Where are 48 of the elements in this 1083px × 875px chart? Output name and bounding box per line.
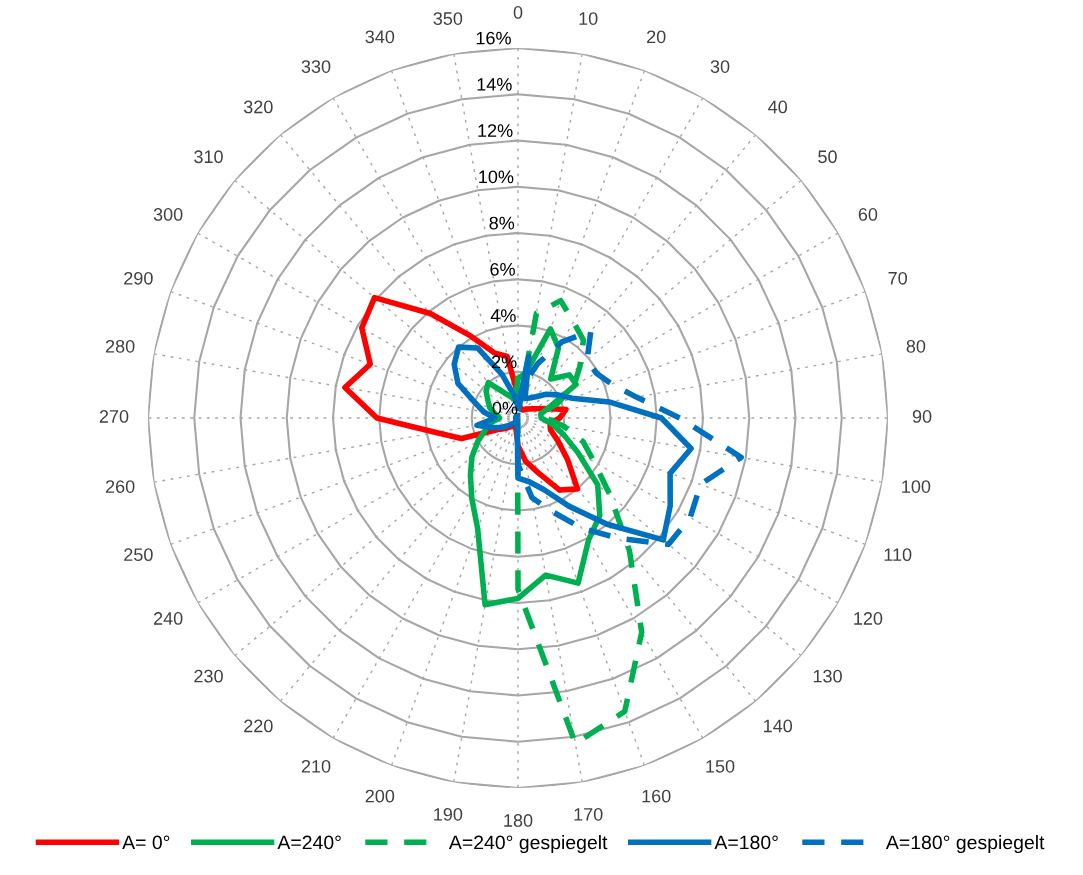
spoke-label: 210 xyxy=(301,759,331,773)
y-tick-label: 6% xyxy=(490,262,515,276)
spoke-label: 140 xyxy=(764,719,793,733)
spoke-label: 160 xyxy=(642,789,671,803)
spoke-label: 270 xyxy=(99,410,129,423)
spoke-label: 40 xyxy=(768,100,788,114)
spoke-label: 280 xyxy=(105,339,135,353)
spoke-label: 320 xyxy=(243,100,273,114)
y-tick-label: 14% xyxy=(477,78,512,91)
spoke-label: 90 xyxy=(912,410,932,423)
spoke-label: 310 xyxy=(194,150,223,164)
spoke-label: 220 xyxy=(244,719,273,733)
legend-label: A= 0° xyxy=(122,835,170,850)
spoke-label: 100 xyxy=(902,480,931,494)
spoke-label: 330 xyxy=(301,60,331,73)
spoke-label: 190 xyxy=(434,807,463,821)
spoke-label: 70 xyxy=(888,271,907,285)
spoke-label: 120 xyxy=(854,612,883,625)
spoke-label: 350 xyxy=(433,12,463,25)
spoke-label: 60 xyxy=(858,208,878,221)
y-tick-label: 8% xyxy=(489,216,515,230)
legend-label: A=180° xyxy=(714,835,778,850)
spoke-label: 180 xyxy=(504,814,533,827)
y-tick-label: 12% xyxy=(478,124,513,137)
spoke-label: 200 xyxy=(365,789,395,803)
spoke-label: 80 xyxy=(906,339,926,353)
legend-label: A=180° gespiegelt xyxy=(885,835,1045,854)
y-tick-label: 4% xyxy=(490,309,516,322)
spoke-label: 150 xyxy=(706,759,735,773)
spoke-label: 10 xyxy=(579,12,598,25)
spoke-label: 170 xyxy=(574,807,603,821)
spoke-label: 20 xyxy=(647,30,666,44)
spoke-label: 130 xyxy=(813,669,842,683)
legend-label: A=240° xyxy=(277,835,341,850)
spoke-label: 0 xyxy=(513,6,523,19)
y-tick-label: 10% xyxy=(479,170,514,184)
spoke-label: 340 xyxy=(365,30,395,44)
spoke-label: 230 xyxy=(194,669,223,683)
spoke-label: 50 xyxy=(818,150,837,164)
spoke-label: 30 xyxy=(710,60,730,73)
legend-label: A=240° gespiegelt xyxy=(448,835,608,854)
spoke-label: 240 xyxy=(153,612,183,625)
spoke-label: 110 xyxy=(884,548,912,562)
spoke-label: 260 xyxy=(105,480,135,494)
y-tick-label: 16% xyxy=(476,31,511,45)
spoke-label: 300 xyxy=(153,208,183,221)
spoke-label: 250 xyxy=(124,548,153,562)
spoke-label: 290 xyxy=(124,271,153,285)
